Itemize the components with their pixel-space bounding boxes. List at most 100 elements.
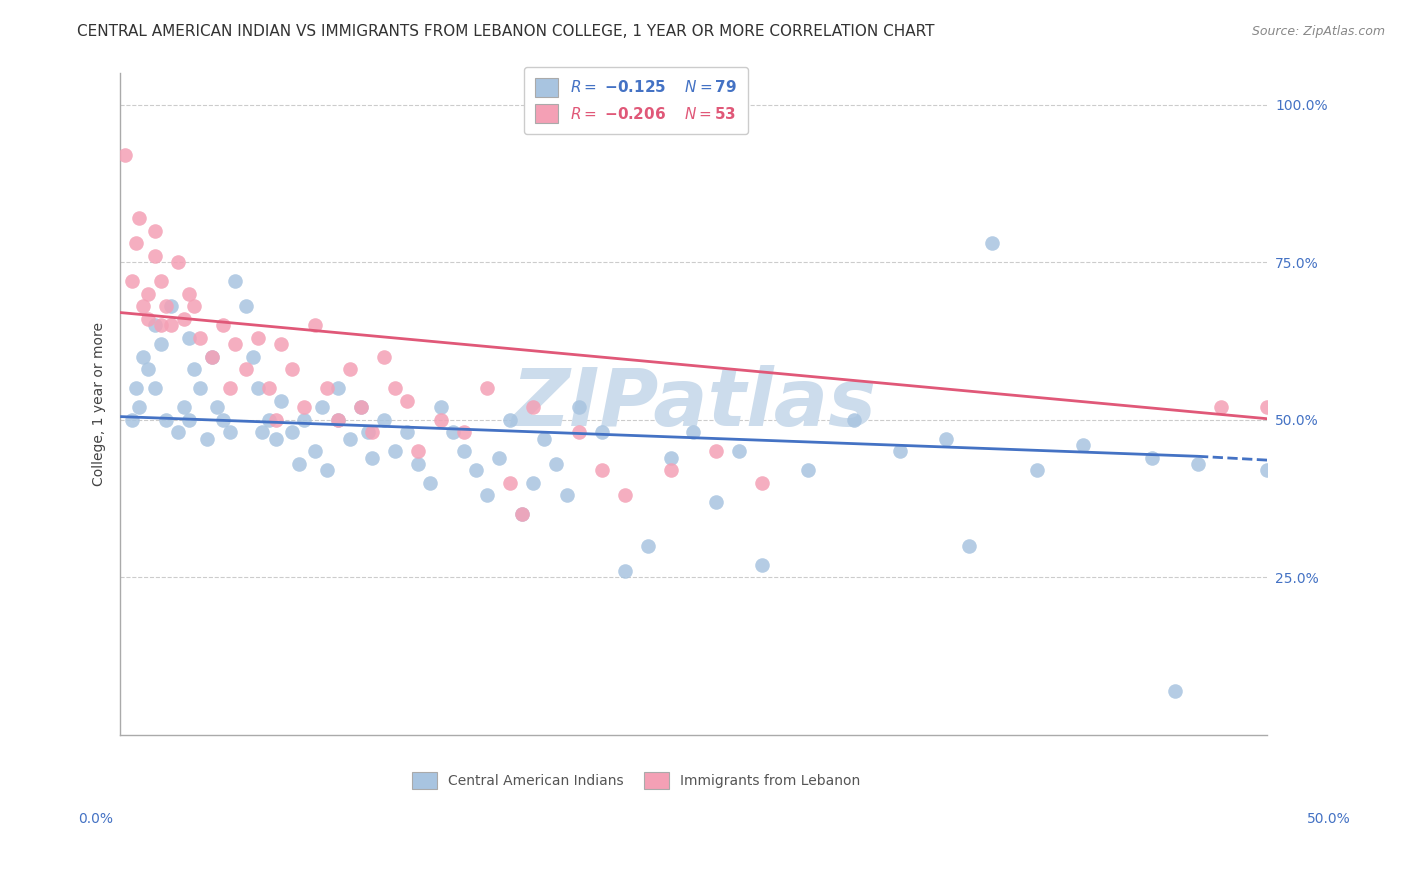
Point [292,413,315,427]
Point [522,400,544,414]
Point [591,463,613,477]
Point [706,494,728,508]
Point [155,299,177,313]
Point [201,350,224,364]
Point [488,450,510,465]
Point [1164,683,1187,698]
Point [430,413,453,427]
Point [395,425,418,440]
Point [183,362,205,376]
Point [114,148,136,162]
Point [224,274,246,288]
Point [373,413,395,427]
Point [304,444,326,458]
Point [264,432,287,446]
Point [242,350,264,364]
Text: 50.0%: 50.0% [1306,812,1351,826]
Point [315,381,337,395]
Point [395,393,418,408]
Point [842,413,865,427]
Point [212,413,235,427]
Point [659,463,682,477]
Text: 0.0%: 0.0% [79,812,112,826]
Point [637,539,659,553]
Point [150,337,173,351]
Point [889,444,911,458]
Point [173,311,195,326]
Point [190,381,212,395]
Point [281,425,304,440]
Point [219,381,242,395]
Point [246,331,269,345]
Point [557,488,579,502]
Point [326,381,349,395]
Point [613,564,636,578]
Point [430,400,453,414]
Point [159,299,181,313]
Point [224,337,246,351]
Point [499,475,522,490]
Point [292,400,315,414]
Point [408,457,430,471]
Point [339,362,361,376]
Point [143,381,166,395]
Point [728,444,751,458]
Point [136,311,159,326]
Point [568,425,591,440]
Point [408,444,430,458]
Point [326,413,349,427]
Point [350,400,373,414]
Text: Source: ZipAtlas.com: Source: ZipAtlas.com [1251,25,1385,37]
Point [143,224,166,238]
Point [361,450,384,465]
Point [235,299,257,313]
Point [384,444,406,458]
Point [173,400,195,414]
Point [190,331,212,345]
Point [1209,400,1232,414]
Point [568,400,591,414]
Text: CENTRAL AMERICAN INDIAN VS IMMIGRANTS FROM LEBANON COLLEGE, 1 YEAR OR MORE CORRE: CENTRAL AMERICAN INDIAN VS IMMIGRANTS FR… [77,24,935,38]
Point [384,381,406,395]
Point [441,425,464,440]
Point [159,318,181,333]
Point [935,432,957,446]
Point [533,432,555,446]
Point [357,425,380,440]
Point [659,450,682,465]
Legend: Central American Indians, Immigrants from Lebanon: Central American Indians, Immigrants fro… [406,766,866,794]
Point [132,350,155,364]
Point [177,331,200,345]
Point [475,381,498,395]
Point [201,350,224,364]
Point [1026,463,1049,477]
Point [591,425,613,440]
Point [706,444,728,458]
Y-axis label: College, 1 year or more: College, 1 year or more [93,322,107,486]
Point [128,400,150,414]
Point [125,381,148,395]
Point [150,318,173,333]
Point [150,274,173,288]
Point [288,457,311,471]
Point [281,362,304,376]
Point [259,381,281,395]
Point [195,432,218,446]
Point [751,558,773,572]
Point [682,425,704,440]
Point [259,413,281,427]
Point [252,425,274,440]
Point [212,318,235,333]
Point [166,425,188,440]
Point [205,400,228,414]
Point [1187,457,1209,471]
Point [219,425,242,440]
Point [136,362,159,376]
Point [326,413,349,427]
Point [121,413,143,427]
Point [510,508,533,522]
Point [350,400,373,414]
Point [125,236,148,251]
Point [270,337,292,351]
Text: ZIPatlas: ZIPatlas [510,365,876,443]
